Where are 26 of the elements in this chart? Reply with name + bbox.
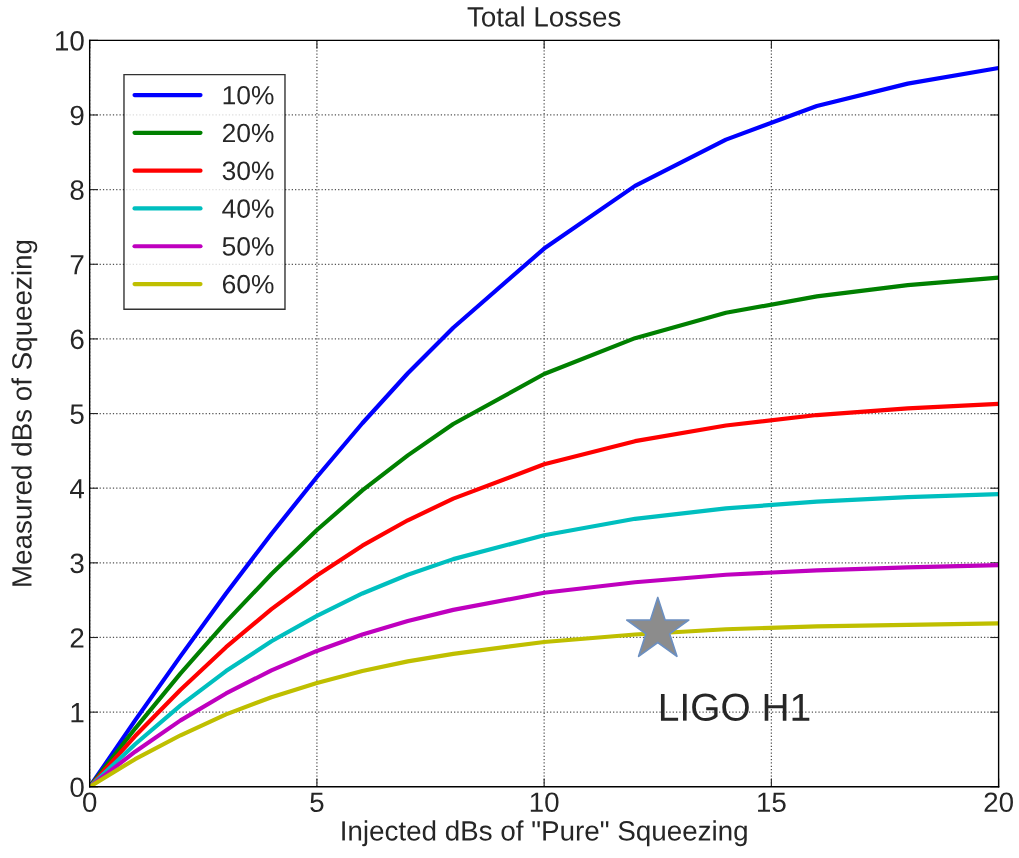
legend-label: 20% [222, 123, 274, 143]
legend-label: 40% [222, 199, 274, 218]
y-tick-label: 0 [70, 777, 84, 798]
y-tick-label: 4 [70, 479, 84, 499]
x-axis-title: Injected dBs of "Pure" Squeezing [342, 820, 747, 847]
x-tick-label: 10 [530, 792, 559, 813]
y-tick-label: 8 [70, 180, 84, 200]
legend-label: 30% [222, 161, 274, 181]
x-tick-label: 5 [310, 792, 324, 813]
y-tick-label: 3 [70, 553, 84, 574]
legend-label: 60% [222, 274, 274, 294]
y-tick-label: 10 [56, 30, 84, 51]
y-tick-label: 1 [71, 703, 84, 723]
legend-label: 10% [223, 85, 274, 105]
y-tick-label: 7 [70, 255, 84, 275]
y-tick-label: 2 [70, 628, 84, 648]
x-tick-label: 20 [984, 792, 1013, 813]
annotation: LIGO H1 [660, 693, 810, 722]
x-tick-label: 15 [758, 792, 786, 813]
x-tick-label: 0 [83, 792, 97, 813]
chart-title: Total Losses [467, 6, 621, 27]
y-axis-title: Measured dBs of Squeezing [11, 240, 38, 586]
y-tick-label: 5 [70, 404, 84, 424]
y-tick-label: 9 [70, 105, 84, 126]
y-tick-label: 6 [70, 329, 84, 350]
legend-label: 50% [222, 237, 274, 256]
